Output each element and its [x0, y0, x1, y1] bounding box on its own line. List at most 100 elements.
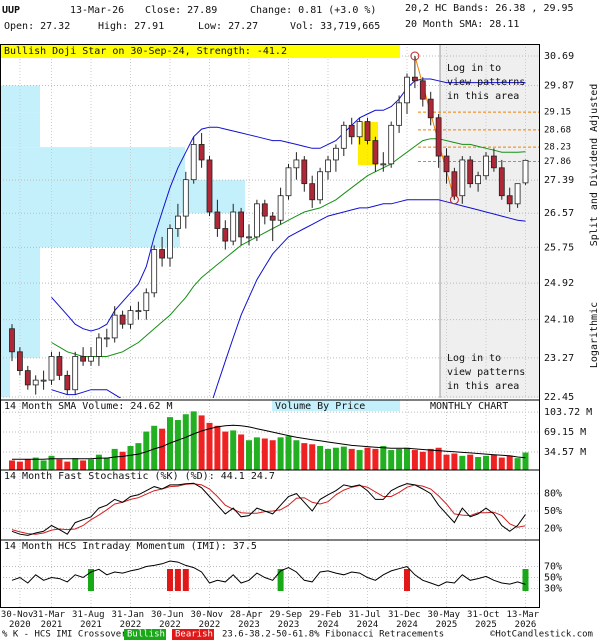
volume-bar: [253, 437, 260, 470]
candle-body: [475, 175, 482, 185]
y-tick-label: 103.72 M: [544, 407, 592, 418]
candle-body: [246, 236, 252, 239]
volume-bar: [269, 440, 276, 470]
legend-bearish: Bearish: [175, 630, 213, 640]
candle-body: [111, 314, 118, 339]
x-tick-label: 29-Sep 2023: [270, 610, 308, 630]
volume-bar: [222, 431, 229, 470]
imi-signal: [182, 569, 189, 591]
y-tick-label: 23.27: [544, 353, 574, 364]
candle-body: [24, 370, 31, 386]
volume-bar: [182, 414, 189, 470]
symbol: UUP: [2, 5, 20, 16]
x-tick-label: 30-May 2025: [428, 610, 466, 630]
volume-bar: [356, 450, 363, 470]
candle-body: [459, 159, 466, 197]
candle-body: [419, 80, 426, 100]
stochastic-label: 14 Month Fast Stochastic (%K) (%D): 44.1…: [4, 471, 275, 482]
candle-body: [143, 292, 150, 312]
stoch-d: [11, 483, 526, 535]
legend-title: % K - HCS IMI Crossover:: [2, 630, 132, 640]
fib-tick-label: 27.86: [544, 157, 571, 167]
candle-body: [9, 328, 15, 353]
imi-signal: [167, 569, 173, 591]
frame: [0, 44, 540, 608]
volume-sma: [12, 424, 526, 460]
volume-bar: [332, 447, 339, 470]
sma-line: [51, 138, 526, 357]
imi-signal: [522, 569, 529, 591]
candle-body: [317, 171, 324, 201]
vbp-bar: [0, 283, 40, 320]
volume-bar: [467, 454, 474, 470]
y-tick-label: 50%: [544, 573, 562, 584]
login-note: Log in to: [447, 63, 501, 74]
side-label: Split and Dividend Adjusted: [589, 84, 600, 247]
candle-body: [332, 147, 339, 161]
vbp-label: Volume By Price: [275, 401, 365, 412]
volume: Vol: 33,719,665: [290, 21, 380, 32]
candle-body: [32, 379, 39, 386]
date: 13-Mar-26: [70, 5, 124, 16]
legend-bullish: Bullish: [127, 630, 165, 640]
volume-bar: [301, 443, 308, 470]
volume-bar: [490, 454, 497, 470]
candle-body: [293, 159, 300, 169]
candle-body: [214, 211, 221, 229]
volume-bar: [317, 446, 324, 470]
candle-body: [498, 167, 505, 197]
candle-body: [72, 356, 79, 391]
candle-body: [301, 159, 308, 185]
volume-bar: [364, 447, 371, 470]
imi-signal: [174, 569, 181, 591]
legend-bearish-bg: [172, 629, 214, 640]
change: Change: 0.81 (+3.0 %): [250, 5, 376, 16]
volume-bar: [206, 422, 213, 470]
y-tick-label: 30%: [544, 584, 562, 595]
imi-line: [11, 560, 526, 587]
volume-bar: [483, 455, 489, 470]
imi-signal: [88, 569, 94, 591]
x-tick-label: 28-Apr 2023: [230, 610, 268, 630]
x-tick-label: 31-Jul 2024: [349, 610, 387, 630]
candle-body: [56, 356, 63, 376]
volume-bar: [151, 425, 158, 470]
fib-swing: [414, 55, 455, 200]
candle-body: [64, 374, 71, 391]
candle-body: [483, 155, 489, 177]
vbp-bar: [0, 147, 185, 181]
volume-bar: [16, 461, 23, 470]
volume-bar: [127, 446, 134, 470]
volume-panel: [0, 400, 540, 470]
volume-bar: [230, 430, 237, 470]
candle-body: [238, 211, 245, 238]
candle-body: [103, 337, 110, 340]
volume-bar: [443, 454, 450, 470]
volume-bar: [56, 459, 63, 470]
volume-bar: [214, 425, 221, 470]
copyright: ©HotCandlestick.com: [490, 630, 593, 640]
candle-body: [198, 144, 205, 161]
x-tick-label: 29-Feb 2024: [309, 610, 347, 630]
candle-body: [230, 211, 237, 242]
volume-bar: [159, 428, 166, 470]
candle-body: [40, 379, 47, 382]
volume-bar: [119, 451, 126, 470]
pivot-high: [410, 51, 420, 61]
candle-body: [388, 124, 395, 165]
y-tick-label: 29.87: [544, 81, 574, 92]
side-label: Logarithmic: [589, 302, 600, 368]
volume-bar: [506, 455, 513, 470]
candle-body: [88, 356, 94, 362]
volume-bar: [32, 457, 39, 470]
candle-body: [396, 102, 403, 126]
candle-body: [167, 228, 173, 259]
legend-bullish-bg: [124, 629, 166, 640]
login-note: Log in to: [447, 353, 501, 364]
volume-label: 14 Month SMA Volume: 24.62 M: [4, 401, 173, 412]
candle-body: [285, 167, 292, 197]
fib-tick-label: 28.23: [544, 143, 571, 153]
volume-bar: [103, 457, 110, 470]
